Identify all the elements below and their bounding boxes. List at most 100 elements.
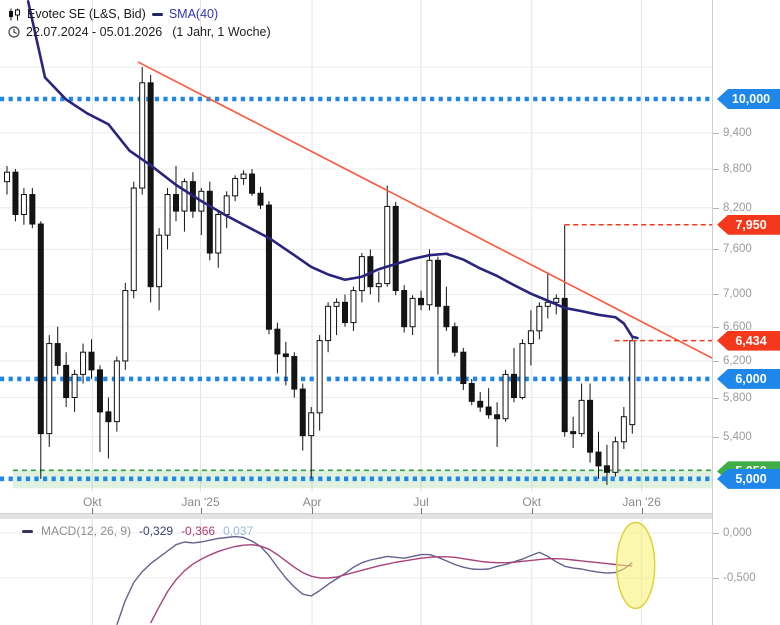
date-axis-tick xyxy=(92,508,94,514)
panel-divider xyxy=(0,513,780,519)
level-price-tag[interactable]: 6,000 xyxy=(717,368,780,389)
date-axis-tick xyxy=(421,508,423,514)
candle-up xyxy=(113,360,120,423)
price-axis-tick xyxy=(713,132,719,134)
date-range-label: 22.07.2024 - 05.01.2026 xyxy=(26,25,163,39)
price-axis-label: 5,800 xyxy=(723,391,752,404)
symbol-title: Evotec SE (L&S, Bid) xyxy=(27,7,146,21)
candle-up xyxy=(358,256,365,292)
candle-down xyxy=(460,351,467,385)
candle-up xyxy=(527,330,534,345)
price-axis-tick xyxy=(713,360,719,362)
price-axis-tick xyxy=(713,326,719,328)
sma-legend-label[interactable]: SMA(40) xyxy=(168,7,219,21)
candle-up xyxy=(629,340,636,426)
sma-legend-dash-icon xyxy=(151,12,163,16)
price-axis-label: 7,000 xyxy=(723,288,752,301)
candle-down xyxy=(485,406,492,416)
date-axis-tick xyxy=(641,508,643,514)
level-price-tag[interactable]: 10,000 xyxy=(717,89,780,109)
candle-down xyxy=(54,343,61,366)
candle-up xyxy=(544,301,551,307)
candle-up xyxy=(333,301,340,307)
date-axis-label: Okt xyxy=(522,495,542,509)
price-axis-label: 9,400 xyxy=(723,126,752,139)
candle-up xyxy=(612,441,619,473)
candle-down xyxy=(477,400,484,408)
macd-signal-line xyxy=(150,544,633,624)
candle-up xyxy=(409,297,416,328)
candle-down xyxy=(494,414,501,420)
macd-legend-dash-icon xyxy=(22,529,33,533)
price-alert-tag[interactable]: 6,434 xyxy=(717,330,780,351)
candle-down xyxy=(105,411,112,423)
date-axis-label: Okt xyxy=(83,495,102,509)
price-axis-label: 6,600 xyxy=(723,320,752,333)
candle-down xyxy=(12,171,19,215)
candle-up xyxy=(4,171,10,183)
candle-down xyxy=(451,326,458,353)
price-axis-label: 8,200 xyxy=(723,201,752,214)
clock-icon xyxy=(8,26,20,38)
candle-up xyxy=(316,340,323,414)
price-axis-tick xyxy=(713,249,719,251)
candle-up xyxy=(325,305,332,342)
candle-down xyxy=(282,353,289,358)
candle-down xyxy=(570,431,577,435)
candle-up xyxy=(80,351,87,375)
candle-up xyxy=(519,343,526,399)
candle-up xyxy=(240,173,247,179)
candle-up xyxy=(553,297,560,303)
macd-axis-tick xyxy=(713,578,719,579)
interval-label: (1 Jahr, 1 Woche) xyxy=(172,25,271,39)
candle-up xyxy=(223,195,230,215)
candle-down xyxy=(29,194,36,225)
price-axis-tick xyxy=(713,436,719,438)
candle-down xyxy=(37,223,44,435)
candle-down xyxy=(392,205,399,292)
candlestick-chart-icon xyxy=(8,8,21,21)
candle-up xyxy=(130,187,137,292)
date-axis-tick xyxy=(312,508,314,514)
candle-down xyxy=(291,356,298,390)
candle-up xyxy=(215,213,222,254)
date-axis-label: Jul xyxy=(413,495,429,509)
macd-value: -0,329 xyxy=(139,524,174,538)
candle-down xyxy=(587,399,594,453)
candle-up xyxy=(232,177,239,197)
candle-up xyxy=(578,399,585,435)
candle-up xyxy=(384,205,391,285)
candle-down xyxy=(511,373,517,399)
macd-legend: MACD(12, 26, 9) -0,329 -0,366 0,037 xyxy=(22,524,253,538)
price-axis[interactable]: 9,400 8,800 8,200 7,600 7,000 6,600 6,200 5,800… xyxy=(712,0,780,625)
price-axis-tick xyxy=(713,294,719,296)
candle-up xyxy=(20,194,27,215)
chart-legend: Evotec SE (L&S, Bid) SMA(40) 22.07.2024 … xyxy=(8,6,271,42)
candle-up xyxy=(426,259,433,306)
macd-indicator-label[interactable]: MACD(12, 26, 9) xyxy=(41,524,132,538)
candle-down xyxy=(265,204,272,330)
macd-chart-canvas[interactable] xyxy=(0,518,712,625)
macd-axis-label: 0,000 xyxy=(723,527,752,539)
candle-down xyxy=(443,305,450,328)
candle-up xyxy=(308,412,315,437)
price-chart-canvas[interactable] xyxy=(0,0,712,492)
candle-down xyxy=(147,82,154,288)
candle-down xyxy=(603,465,610,473)
candle-down xyxy=(274,328,281,355)
price-axis-label: 5,400 xyxy=(723,430,752,443)
candle-up xyxy=(156,234,163,288)
level-price-tag[interactable]: 5,000 xyxy=(717,468,780,489)
highlight-ellipse xyxy=(615,521,656,610)
macd-axis-tick xyxy=(713,533,719,534)
date-axis-label: Jan '25 xyxy=(181,495,220,509)
candle-up xyxy=(46,343,53,435)
candle-up xyxy=(375,283,382,288)
candle-down xyxy=(249,173,256,194)
price-alert-tag[interactable]: 7,950 xyxy=(717,214,780,235)
trendline xyxy=(137,61,712,359)
candle-down xyxy=(257,192,264,206)
candle-up xyxy=(164,194,171,236)
price-axis-label: 8,800 xyxy=(723,163,752,176)
